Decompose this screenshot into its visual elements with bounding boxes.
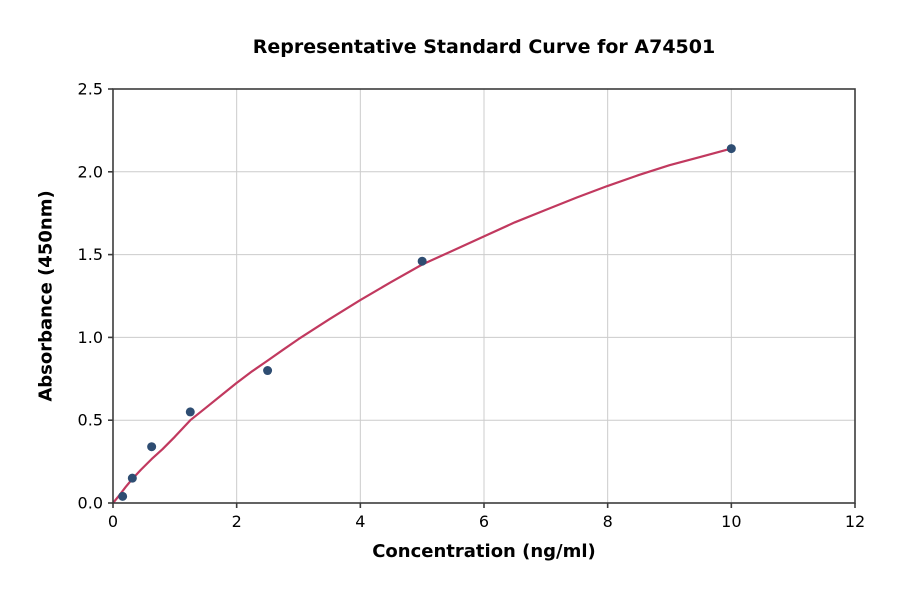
data-point	[118, 491, 128, 501]
data-point	[417, 256, 427, 266]
data-point	[263, 366, 273, 376]
x-tick-label: 10	[721, 512, 741, 531]
x-tick-label: 2	[232, 512, 242, 531]
y-tick-label: 2.5	[78, 80, 103, 99]
data-point	[127, 473, 137, 483]
y-tick-label: 0.5	[78, 411, 103, 430]
x-tick-label: 8	[603, 512, 613, 531]
x-tick-label: 4	[355, 512, 365, 531]
y-tick-label: 0.0	[78, 494, 103, 513]
x-axis-label: Concentration (ng/ml)	[372, 541, 596, 562]
data-point	[147, 442, 157, 452]
x-tick-label: 0	[108, 512, 118, 531]
x-tick-label: 6	[479, 512, 489, 531]
y-tick-label: 1.0	[78, 328, 103, 347]
chart-title: Representative Standard Curve for A74501	[252, 36, 716, 58]
data-point	[185, 407, 195, 417]
y-tick-label: 2.0	[78, 162, 103, 181]
fit-curve-line	[111, 147, 733, 505]
y-tick-label: 1.5	[78, 245, 103, 264]
data-point	[726, 144, 736, 154]
x-tick-label: 12	[845, 512, 865, 531]
